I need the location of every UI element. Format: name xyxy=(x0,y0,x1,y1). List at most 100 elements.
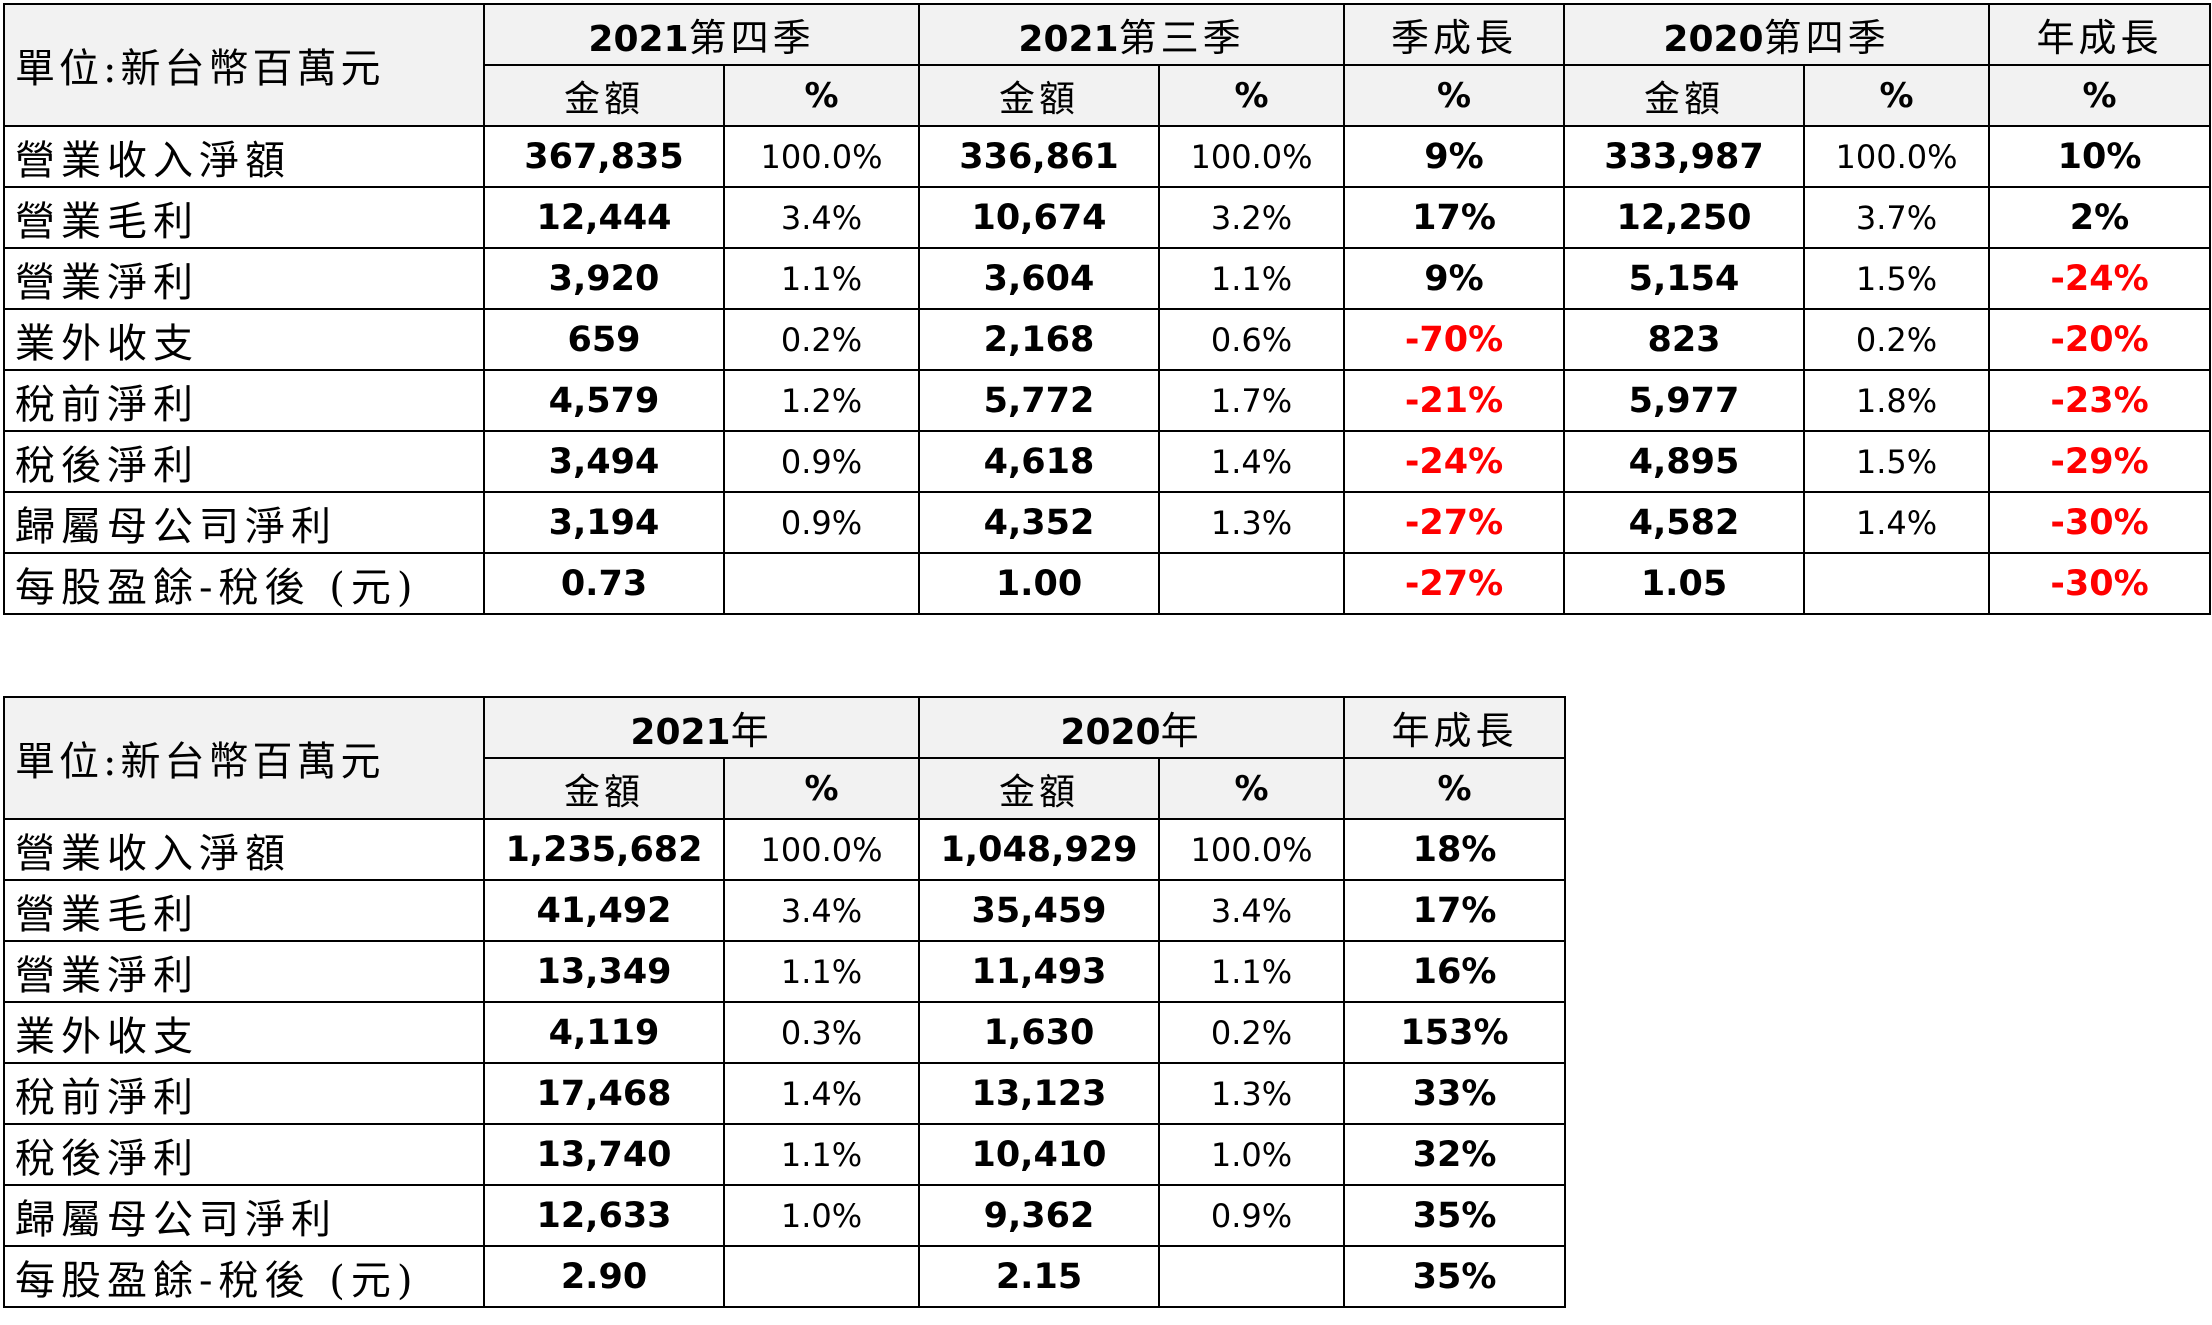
table-row: 營業收入淨額 1,235,682 100.0% 1,048,929 100.0% 18% xyxy=(3,818,1566,881)
percent-cell: 1.0% xyxy=(723,1184,920,1247)
percent-cell: 1.8% xyxy=(1803,369,1990,432)
table-row: 營業毛利 12,444 3.4% 10,674 3.2% 17% 12,250 3.7% 2% xyxy=(3,186,2211,249)
growth-cell: 35% xyxy=(1343,1184,1566,1247)
sub-header-amount: 金額 xyxy=(483,757,725,820)
sub-header-pct: % xyxy=(1158,64,1345,127)
percent-cell: 1.1% xyxy=(723,247,920,310)
row-label: 營業毛利 xyxy=(3,879,485,942)
sub-header-pct: % xyxy=(1988,64,2211,127)
percent-cell xyxy=(1803,552,1990,615)
percent-cell: 0.2% xyxy=(1803,308,1990,371)
percent-cell: 1.2% xyxy=(723,369,920,432)
amount-cell: 5,977 xyxy=(1563,369,1805,432)
percent-cell: 1.5% xyxy=(1803,430,1990,493)
growth-cell: 9% xyxy=(1343,247,1565,310)
period-header-qoq: 季成長 xyxy=(1343,3,1565,66)
table-row: 稅前淨利 4,579 1.2% 5,772 1.7% -21% 5,977 1.8% -23% xyxy=(3,369,2211,432)
amount-cell: 13,740 xyxy=(483,1123,725,1186)
row-label: 每股盈餘-稅後 (元) xyxy=(3,1245,485,1308)
amount-cell: 41,492 xyxy=(483,879,725,942)
amount-cell: 13,123 xyxy=(918,1062,1160,1125)
amount-cell: 10,410 xyxy=(918,1123,1160,1186)
amount-cell: 336,861 xyxy=(918,125,1160,188)
row-label: 稅後淨利 xyxy=(3,430,485,493)
amount-cell: 2,168 xyxy=(918,308,1160,371)
amount-cell: 659 xyxy=(483,308,725,371)
sub-header-pct: % xyxy=(1343,64,1565,127)
growth-cell: -30% xyxy=(1988,552,2211,615)
percent-cell xyxy=(723,552,920,615)
amount-cell: 4,582 xyxy=(1563,491,1805,554)
table-row: 歸屬母公司淨利 3,194 0.9% 4,352 1.3% -27% 4,582 1.4% -3… xyxy=(3,491,2211,554)
unit-label: 單位:新台幣百萬元 xyxy=(3,3,485,127)
percent-cell: 3.4% xyxy=(1158,879,1345,942)
table-row: 營業淨利 13,349 1.1% 11,493 1.1% 16% xyxy=(3,940,1566,1003)
sub-header-amount: 金額 xyxy=(918,757,1160,820)
percent-cell: 1.4% xyxy=(1803,491,1990,554)
growth-cell: -30% xyxy=(1988,491,2211,554)
amount-cell: 3,604 xyxy=(918,247,1160,310)
percent-cell: 1.1% xyxy=(723,1123,920,1186)
amount-cell: 35,459 xyxy=(918,879,1160,942)
sub-header-pct: % xyxy=(723,757,920,820)
amount-cell: 4,352 xyxy=(918,491,1160,554)
row-label: 營業收入淨額 xyxy=(3,125,485,188)
growth-cell: 10% xyxy=(1988,125,2211,188)
growth-cell: 17% xyxy=(1343,879,1566,942)
table-row: 稅後淨利 3,494 0.9% 4,618 1.4% -24% 4,895 1.5% -29% xyxy=(3,430,2211,493)
table-row: 每股盈餘-稅後 (元) 2.90 2.15 35% xyxy=(3,1245,1566,1308)
row-label: 歸屬母公司淨利 xyxy=(3,1184,485,1247)
amount-cell: 823 xyxy=(1563,308,1805,371)
growth-cell: -70% xyxy=(1343,308,1565,371)
table-row: 業外收支 4,119 0.3% 1,630 0.2% 153% xyxy=(3,1001,1566,1064)
amount-cell: 3,194 xyxy=(483,491,725,554)
growth-cell: -29% xyxy=(1988,430,2211,493)
period-header-2021q3: 2021第三季 xyxy=(918,3,1345,66)
percent-cell xyxy=(1158,1245,1345,1308)
percent-cell: 100.0% xyxy=(1158,125,1345,188)
percent-cell: 3.4% xyxy=(723,186,920,249)
table-row: 歸屬母公司淨利 12,633 1.0% 9,362 0.9% 35% xyxy=(3,1184,1566,1247)
amount-cell: 3,920 xyxy=(483,247,725,310)
growth-cell: 2% xyxy=(1988,186,2211,249)
amount-cell: 2.15 xyxy=(918,1245,1160,1308)
amount-cell: 4,119 xyxy=(483,1001,725,1064)
percent-cell: 0.6% xyxy=(1158,308,1345,371)
percent-cell: 1.1% xyxy=(1158,247,1345,310)
percent-cell: 0.9% xyxy=(1158,1184,1345,1247)
growth-cell: -24% xyxy=(1343,430,1565,493)
table-row: 稅前淨利 17,468 1.4% 13,123 1.3% 33% xyxy=(3,1062,1566,1125)
growth-cell: -24% xyxy=(1988,247,2211,310)
growth-cell: 153% xyxy=(1343,1001,1566,1064)
amount-cell: 1,048,929 xyxy=(918,818,1160,881)
amount-cell: 1.00 xyxy=(918,552,1160,615)
amount-cell: 4,895 xyxy=(1563,430,1805,493)
table-row: 營業毛利 41,492 3.4% 35,459 3.4% 17% xyxy=(3,879,1566,942)
percent-cell: 3.4% xyxy=(723,879,920,942)
row-label: 營業淨利 xyxy=(3,247,485,310)
growth-cell: -21% xyxy=(1343,369,1565,432)
sub-header-amount: 金額 xyxy=(1563,64,1805,127)
amount-cell: 1.05 xyxy=(1563,552,1805,615)
sub-header-pct: % xyxy=(1803,64,1990,127)
percent-cell: 3.2% xyxy=(1158,186,1345,249)
growth-cell: -27% xyxy=(1343,552,1565,615)
percent-cell: 100.0% xyxy=(1803,125,1990,188)
percent-cell: 1.0% xyxy=(1158,1123,1345,1186)
amount-cell: 11,493 xyxy=(918,940,1160,1003)
sub-header-pct: % xyxy=(1343,757,1566,820)
percent-cell: 100.0% xyxy=(1158,818,1345,881)
row-label: 稅前淨利 xyxy=(3,369,485,432)
percent-cell xyxy=(1158,552,1345,615)
amount-cell: 1,235,682 xyxy=(483,818,725,881)
percent-cell: 1.3% xyxy=(1158,1062,1345,1125)
percent-cell: 1.1% xyxy=(1158,940,1345,1003)
sub-header-amount: 金額 xyxy=(483,64,725,127)
growth-cell: 35% xyxy=(1343,1245,1566,1308)
row-label: 稅後淨利 xyxy=(3,1123,485,1186)
annual-income-table: 單位:新台幣百萬元 2021年 2020年 年成長 金額 % 金額 % % 營業… xyxy=(3,696,1566,1308)
period-header-2021q4: 2021第四季 xyxy=(483,3,920,66)
percent-cell xyxy=(723,1245,920,1308)
period-header-yoy: 年成長 xyxy=(1343,696,1566,759)
amount-cell: 0.73 xyxy=(483,552,725,615)
